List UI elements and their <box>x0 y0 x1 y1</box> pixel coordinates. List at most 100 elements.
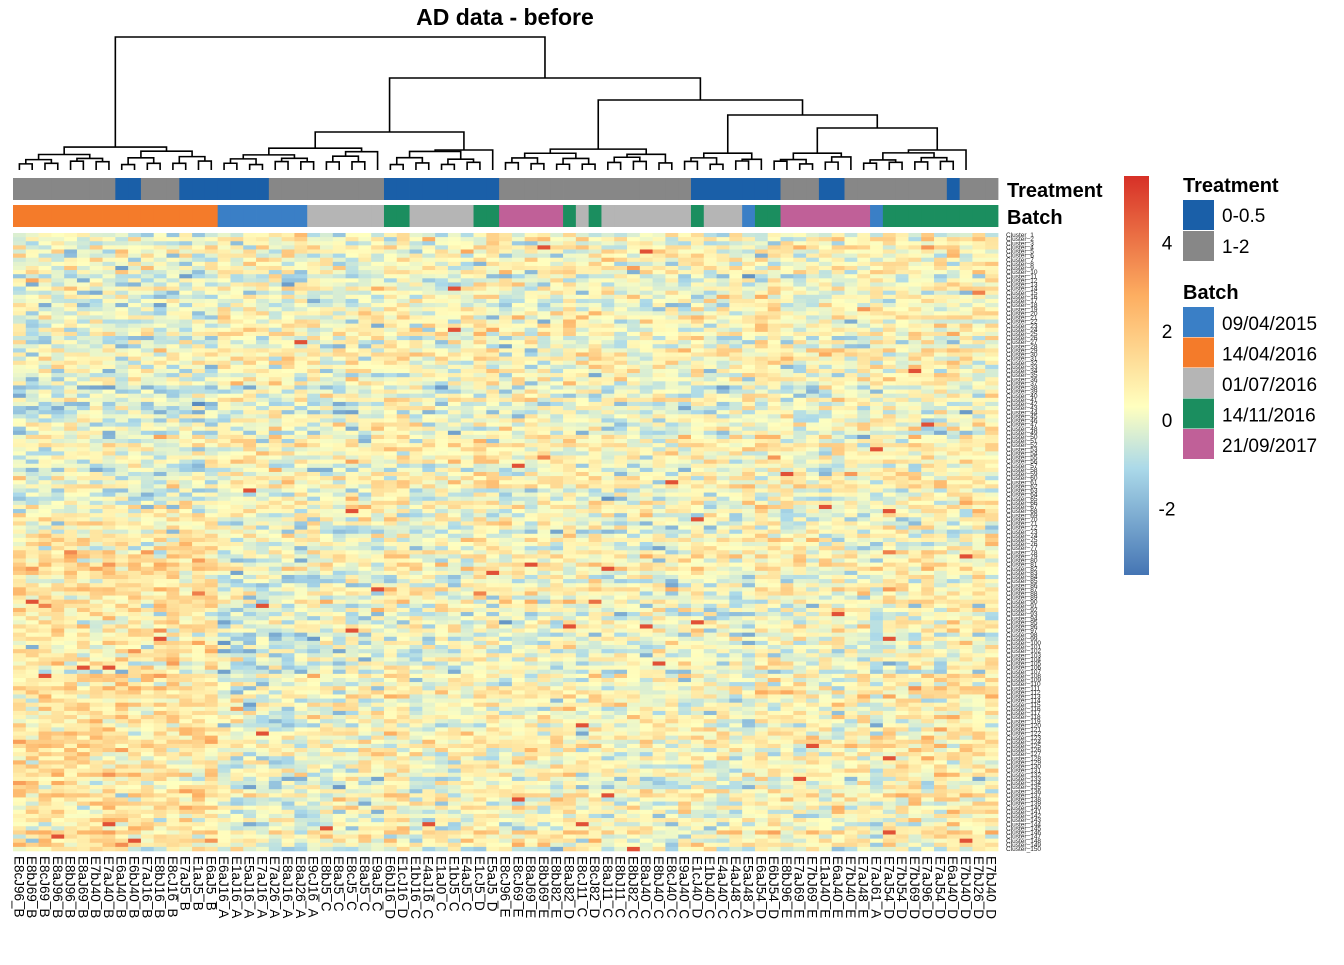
treatment-cell <box>128 178 142 200</box>
heatmap-cell <box>51 657 65 662</box>
heatmap-cell <box>371 467 385 473</box>
heatmap-cell <box>230 434 244 440</box>
heatmap-cell <box>89 756 103 761</box>
heatmap-cell <box>371 842 385 848</box>
heatmap-cell <box>13 430 27 436</box>
heatmap-cell <box>256 439 270 444</box>
heatmap-cell <box>38 294 52 300</box>
heatmap-cell <box>383 669 398 675</box>
heatmap-cell <box>243 677 257 683</box>
heatmap-cell <box>409 484 423 489</box>
heatmap-cell <box>320 451 334 456</box>
heatmap-cell <box>179 529 193 535</box>
heatmap-cell <box>102 401 116 407</box>
heatmap-cell <box>307 447 321 452</box>
heatmap-cell <box>25 826 39 831</box>
heatmap-cell <box>64 583 78 588</box>
heatmap-cell <box>204 715 219 720</box>
heatmap-cell <box>76 504 91 510</box>
heatmap-cell <box>256 270 270 275</box>
heatmap-cell <box>102 509 116 514</box>
heatmap-cell <box>268 517 283 522</box>
dendrogram-link <box>581 163 596 170</box>
heatmap-cell <box>281 546 295 551</box>
heatmap-cell <box>25 682 39 687</box>
heatmap-cell <box>179 261 193 267</box>
heatmap-cell <box>192 298 206 304</box>
heatmap-cell <box>281 739 295 745</box>
heatmap-cell <box>115 377 129 382</box>
heatmap-cell <box>320 471 334 477</box>
heatmap-cell <box>345 665 359 671</box>
heatmap-cell <box>89 603 103 609</box>
heatmap-cell <box>320 311 334 316</box>
heatmap-cell <box>371 566 385 572</box>
heatmap-cell <box>204 653 219 658</box>
heatmap-cell <box>320 447 334 452</box>
batch-cell <box>268 205 283 227</box>
heatmap-cell <box>115 690 129 695</box>
heatmap-cell <box>358 748 372 753</box>
heatmap-cell <box>102 265 116 271</box>
heatmap-cell <box>345 323 359 329</box>
heatmap-cell <box>166 286 180 291</box>
heatmap-cell <box>153 356 167 362</box>
heatmap-cell <box>51 253 65 259</box>
heatmap-cell <box>217 426 231 432</box>
heatmap-cell <box>179 554 193 559</box>
heatmap-cell <box>64 336 78 341</box>
heatmap-cell <box>76 265 91 271</box>
heatmap-cell <box>140 731 155 736</box>
heatmap-cell <box>102 673 116 679</box>
heatmap-cell <box>13 233 27 238</box>
heatmap-cell <box>76 710 91 716</box>
heatmap-cell <box>25 348 39 353</box>
batch-cell <box>639 205 654 227</box>
heatmap-cell <box>281 715 295 720</box>
heatmap-cell <box>230 673 244 679</box>
heatmap-cell <box>13 587 27 592</box>
heatmap-cell <box>320 620 334 625</box>
heatmap-cell <box>102 805 116 811</box>
heatmap-cell <box>320 422 334 427</box>
heatmap-cell <box>230 772 244 778</box>
heatmap-cell <box>102 686 116 691</box>
heatmap-cell <box>294 785 308 790</box>
batch-cell <box>780 205 794 227</box>
heatmap-cell <box>307 443 321 448</box>
heatmap-cell <box>204 583 219 588</box>
heatmap-cell <box>13 336 27 341</box>
heatmap-cell <box>243 607 257 613</box>
heatmap-cell <box>13 657 27 662</box>
heatmap-cell <box>204 241 219 246</box>
heatmap-cell <box>396 780 410 786</box>
heatmap-cell <box>217 562 231 568</box>
heatmap-cell <box>128 743 142 749</box>
heatmap-cell <box>140 616 155 621</box>
heatmap-cell <box>230 455 244 460</box>
heatmap-cell <box>307 513 321 518</box>
heatmap-cell <box>25 574 39 580</box>
heatmap-cell <box>166 253 180 259</box>
heatmap-cell <box>179 274 193 279</box>
batch-cell <box>754 205 769 227</box>
heatmap-cell <box>294 364 308 370</box>
heatmap-cell <box>256 410 270 415</box>
heatmap-cell <box>371 632 385 638</box>
heatmap-cell <box>396 772 410 778</box>
heatmap-cell <box>13 834 27 839</box>
heatmap-cell <box>140 813 155 819</box>
heatmap-cell <box>76 467 91 473</box>
heatmap-cell <box>64 727 78 732</box>
heatmap-cell <box>409 616 423 621</box>
dendrogram-link <box>127 157 155 165</box>
heatmap-cell <box>332 393 346 399</box>
heatmap-cell <box>268 846 283 852</box>
heatmap-cell <box>76 570 91 576</box>
heatmap-cell <box>89 797 103 802</box>
heatmap-cell <box>179 624 193 629</box>
heatmap-cell <box>25 393 39 399</box>
heatmap-cell <box>25 760 39 765</box>
heatmap-cell <box>358 504 372 510</box>
heatmap-cell <box>13 397 27 403</box>
